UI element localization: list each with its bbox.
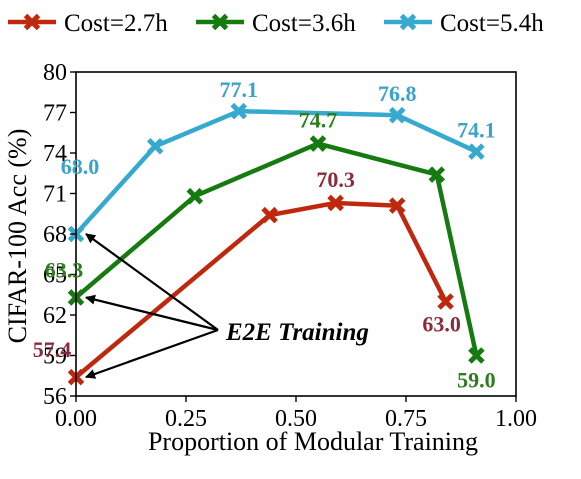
data-label: 57.4 [33,337,72,362]
legend-label: Cost=2.7h [64,10,168,37]
data-point [437,293,454,310]
x-tick-label: 0.25 [165,406,207,432]
data-label: 76.8 [378,81,417,106]
y-tick-label: 74 [43,141,67,167]
y-tick-label: 71 [43,182,67,208]
y-tick-label: 59 [43,344,67,370]
y-tick-label: 80 [43,60,67,86]
x-tick-label: 0.00 [55,406,97,432]
legend-label: Cost=3.6h [252,10,356,37]
data-point [388,197,406,214]
data-point [468,347,485,364]
data-label: 77.1 [220,77,259,102]
data-label: 63.0 [422,312,461,337]
annotation-arrow [85,233,219,331]
axes: 56 59 62 65 68 71 74 77 80 0.00 0.25 0.50 0.75 1.00 [43,60,537,432]
data-point [428,166,446,183]
annotation: E2E Training [85,233,369,379]
legend-swatch-marker [211,13,229,31]
data-point [146,137,164,155]
x-axis-label: Proportion of Modular Training [148,427,478,456]
data-label: 68.0 [61,154,100,179]
legend-item-3: Cost=5.4h [384,10,544,37]
legend-item-1: Cost=2.7h [8,10,168,37]
data-point [468,143,485,160]
y-tick-label: 68 [43,222,67,248]
annotation-arrow [85,294,219,332]
data-label: 74.7 [299,108,338,133]
data-point [388,106,406,124]
data-point [230,102,248,120]
x-tick-label: 1.00 [495,406,537,432]
data-point [261,206,278,224]
annotation-text: E2E Training [225,319,369,346]
y-tick-label: 62 [43,303,67,329]
y-tick-label: 56 [43,384,67,410]
data-label: 59.0 [457,368,496,393]
data-point [186,187,204,205]
annotation-arrow [85,328,219,379]
data-label: 70.3 [316,167,355,192]
x-tick-label: 0.50 [275,406,317,432]
data-label: 63.3 [45,257,84,282]
y-tick-label: 65 [43,263,67,289]
legend-swatch-marker [23,13,41,31]
legend-label: Cost=5.4h [440,10,544,37]
legend-swatch-marker [399,13,417,31]
x-tick-label: 0.75 [385,406,427,432]
data-point [309,135,327,152]
data-point [327,194,344,212]
legend-item-2: Cost=3.6h [196,10,356,37]
data-labels: 57.4 70.3 63.0 63.3 74.7 59.0 68.0 77.1 76.8 74.1 [33,77,496,392]
y-axis-label: CIFAR-100 Acc (%) [3,129,32,344]
legend: Cost=2.7h Cost=3.6h Cost=5.4h [8,10,544,37]
y-tick-label: 77 [43,101,67,127]
series-layer [67,102,485,386]
data-label: 74.1 [457,118,496,143]
series-line-1 [74,200,448,379]
